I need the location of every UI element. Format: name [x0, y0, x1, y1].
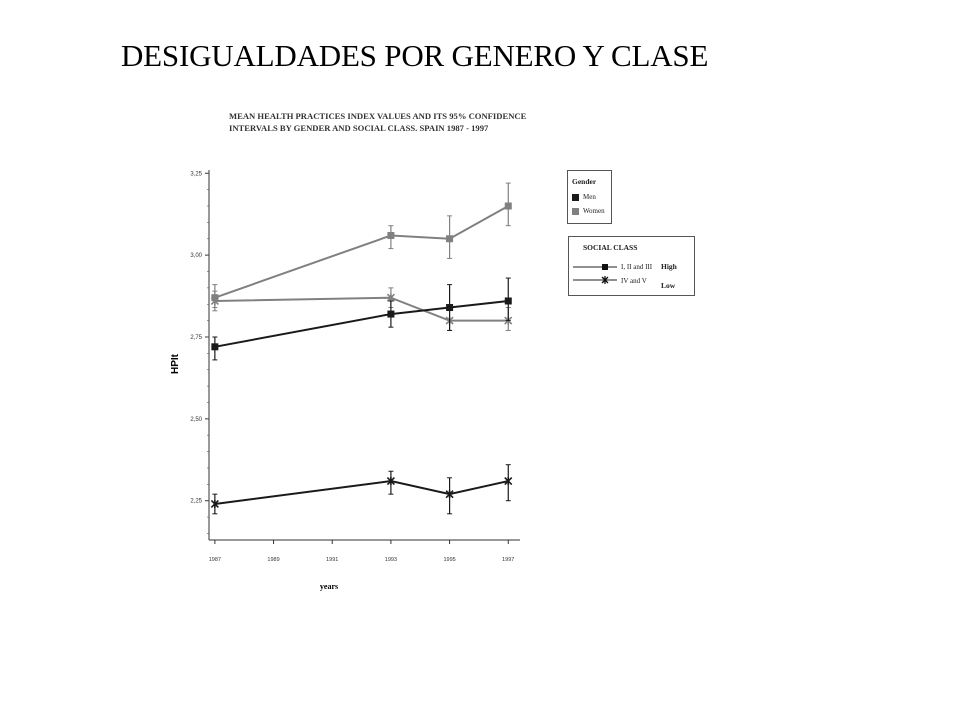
series-2 — [211, 277, 512, 361]
data-point — [210, 499, 219, 509]
y-tick-label: 2,75 — [190, 335, 202, 341]
star-marker-icon — [601, 276, 609, 284]
legend-label-women: Women — [583, 207, 605, 215]
slide-title: DESIGUALDADES POR GENERO Y CLASE — [121, 38, 709, 73]
series-line — [214, 299, 509, 348]
data-point — [210, 296, 219, 306]
legend-item-men: Men — [572, 193, 596, 201]
data-point — [386, 293, 395, 302]
series-line — [214, 296, 509, 322]
women-swatch — [572, 207, 579, 215]
gender-legend: Gender Men Women — [567, 170, 612, 224]
x-tick-label: 1989 — [267, 557, 279, 563]
chart-series — [210, 182, 513, 515]
data-point — [504, 202, 512, 210]
chart-title: MEAN HEALTH PRACTICES INDEX VALUES AND I… — [229, 111, 527, 133]
series-line — [214, 480, 509, 505]
data-point — [446, 304, 454, 312]
men-swatch — [572, 193, 579, 201]
series-1 — [210, 287, 513, 331]
legend-item-women: Women — [572, 207, 605, 215]
x-tick-label: 1995 — [443, 557, 455, 563]
series-3 — [210, 464, 513, 515]
data-point — [504, 476, 513, 486]
series-line — [214, 205, 509, 299]
data-point — [387, 310, 395, 318]
data-point — [386, 476, 395, 486]
y-tick-label: 2,25 — [190, 499, 202, 505]
chart-axes: 2,25 2,50 2,75 3,00 3,25 1987 1989 1991 1993 1995… — [190, 170, 520, 563]
y-tick-label: 3,00 — [190, 253, 202, 259]
y-tick-label: 3,25 — [190, 171, 202, 177]
data-point — [387, 231, 395, 239]
social-class-legend-lines — [573, 264, 617, 284]
x-tick-label: 1997 — [502, 557, 514, 563]
legend-label-class-high: I, II and III — [621, 263, 653, 271]
series-0 — [211, 182, 512, 312]
data-point — [504, 297, 512, 305]
x-tick-label: 1987 — [209, 557, 221, 563]
y-axis-label: HPIt — [170, 353, 181, 374]
data-point — [211, 343, 219, 351]
square-marker-icon — [602, 264, 608, 270]
data-point — [446, 235, 454, 243]
data-point — [445, 490, 454, 499]
legend-side-low: Low — [661, 281, 676, 290]
social-class-legend: SOCIAL CLASS I, II and III High IV and V… — [568, 236, 695, 296]
gender-legend-title: Gender — [572, 177, 597, 186]
x-axis-label: years — [320, 582, 338, 591]
legend-label-men: Men — [583, 193, 596, 201]
social-class-legend-title: SOCIAL CLASS — [583, 243, 638, 252]
y-tick-label: 2,50 — [190, 417, 202, 423]
x-tick-label: 1993 — [385, 557, 397, 563]
legend-side-high: High — [661, 262, 677, 271]
x-tick-label: 1991 — [326, 557, 338, 563]
legend-label-class-low: IV and V — [621, 277, 647, 285]
